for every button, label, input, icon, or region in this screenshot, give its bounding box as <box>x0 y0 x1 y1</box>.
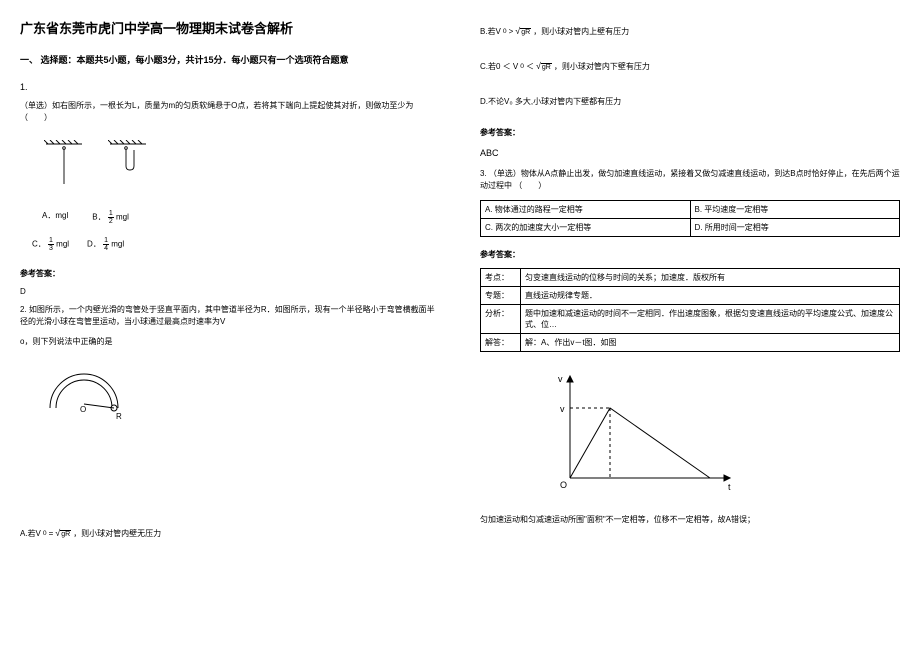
fraction-icon: 14 <box>103 237 109 252</box>
cell-value: 题中加速和减速运动的时间不一定相同．作出速度图象，根据匀变速直线运动的平均速度公… <box>521 305 900 334</box>
q1-optA: A．mgl <box>42 210 68 225</box>
table-row: 分析：题中加速和减速运动的时间不一定相同．作出速度图象，根据匀变速直线运动的平均… <box>481 305 900 334</box>
cell-label: 考点： <box>481 269 521 287</box>
q1-answer-label: 参考答案： <box>20 268 440 279</box>
velocity-time-graph-icon: v v O t <box>550 368 740 498</box>
spacer <box>20 452 440 512</box>
label-O: O <box>80 405 86 414</box>
fraction-icon: 12 <box>108 210 114 225</box>
right-column: B.若V0 > √gR ，则小球对管内上壁有压力 C.若0 ＜ V0 ＜ √gR… <box>480 18 900 633</box>
q1-optB: B． 12 mgl <box>92 210 129 225</box>
tick-v: v <box>560 404 565 414</box>
q2-optB: B.若V0 > √gR ，则小球对管内上壁有压力 <box>480 26 900 37</box>
table-row: 专题：直线运动规律专题． <box>481 287 900 305</box>
table-row: A. 物体通过的路程一定相等 B. 平均速度一定相等 <box>481 201 900 219</box>
sqrt-icon: √gR <box>536 62 552 71</box>
q2-text2: o，则下列说法中正确的是 <box>20 336 440 348</box>
q1-options-row1: A．mgl B． 12 mgl <box>42 210 440 225</box>
left-column: 广东省东莞市虎门中学高一物理期末试卷含解析 一、 选择题：本题共5小题，每小题3… <box>20 18 440 633</box>
table-row: 考点：匀变速直线运动的位移与时间的关系；加速度．版权所有 <box>481 269 900 287</box>
q1-answer-value: D <box>20 287 440 296</box>
q3-analysis-table: 考点：匀变速直线运动的位移与时间的关系；加速度．版权所有 专题：直线运动规律专题… <box>480 268 900 352</box>
cell-value: 解：A、作出v－t图．如图 <box>521 334 900 352</box>
vt-graph: v v O t <box>550 368 740 500</box>
q2-answer-value: ABC <box>480 148 900 158</box>
q2-optC: C.若0 ＜ V0 ＜ √gR ，则小球对管内下壁有压力 <box>480 61 900 72</box>
q1-figures <box>44 140 440 188</box>
rope-straight-icon <box>44 140 84 188</box>
tube-circle-icon: O R <box>38 364 138 434</box>
q2-optD: D.不论V₀ 多大,小球对管内下壁都有压力 <box>480 96 900 107</box>
cell-C: C. 两次的加速度大小一定相等 <box>481 219 691 237</box>
axis-v-label: v <box>558 374 563 384</box>
q1-optD: D． 14 mgl <box>87 237 124 252</box>
q1-number: 1. <box>20 82 440 92</box>
table-row: C. 两次的加速度大小一定相等 D. 所用时间一定相等 <box>481 219 900 237</box>
q3-answer-label: 参考答案： <box>480 249 900 260</box>
axis-t-label: t <box>728 482 731 492</box>
q3-after-graph: 匀加速运动和匀减速运动所围"面积"不一定相等，位移不一定相等，故A错误； <box>480 514 900 526</box>
page-title: 广东省东莞市虎门中学高一物理期末试卷含解析 <box>20 18 440 37</box>
cell-D: D. 所用时间一定相等 <box>690 219 900 237</box>
fraction-icon: 13 <box>48 237 54 252</box>
q3-options-table: A. 物体通过的路程一定相等 B. 平均速度一定相等 C. 两次的加速度大小一定… <box>480 200 900 237</box>
q1-optC: C． 13 mgl <box>32 237 69 252</box>
q2-optA: A.若V0 = √gR ，则小球对管内壁无压力 <box>20 528 440 539</box>
cell-label: 解答： <box>481 334 521 352</box>
q1-options-row2: C． 13 mgl D． 14 mgl <box>32 237 440 252</box>
cell-label: 专题： <box>481 287 521 305</box>
cell-A: A. 物体通过的路程一定相等 <box>481 201 691 219</box>
cell-value: 直线运动规律专题． <box>521 287 900 305</box>
origin-O: O <box>560 480 567 490</box>
sqrt-icon: √gR <box>55 529 71 538</box>
rope-folded-icon <box>108 140 148 188</box>
cell-B: B. 平均速度一定相等 <box>690 201 900 219</box>
q2-text: 2. 如图所示，一个内壁光滑的弯管处于竖直平面内，其中管道半径为R．如图所示，现… <box>20 304 440 328</box>
q2-figure: O R <box>38 364 440 436</box>
section-heading: 一、 选择题：本题共5小题，每小题3分，共计15分．每小题只有一个选项符合题意 <box>20 53 440 66</box>
q2-answer-label: 参考答案： <box>480 127 900 138</box>
sqrt-icon: √gR <box>515 27 531 36</box>
cell-label: 分析： <box>481 305 521 334</box>
q3-text: 3. （单选）物体从A点静止出发，做匀加速直线运动，紧接着又做匀减速直线运动，到… <box>480 168 900 192</box>
q1-text: （单选）如右图所示，一根长为L，质量为m的匀质软绳悬于O点，若将其下端向上提起使… <box>20 100 440 124</box>
label-R: R <box>116 412 122 421</box>
table-row: 解答：解：A、作出v－t图．如图 <box>481 334 900 352</box>
cell-value: 匀变速直线运动的位移与时间的关系；加速度．版权所有 <box>521 269 900 287</box>
